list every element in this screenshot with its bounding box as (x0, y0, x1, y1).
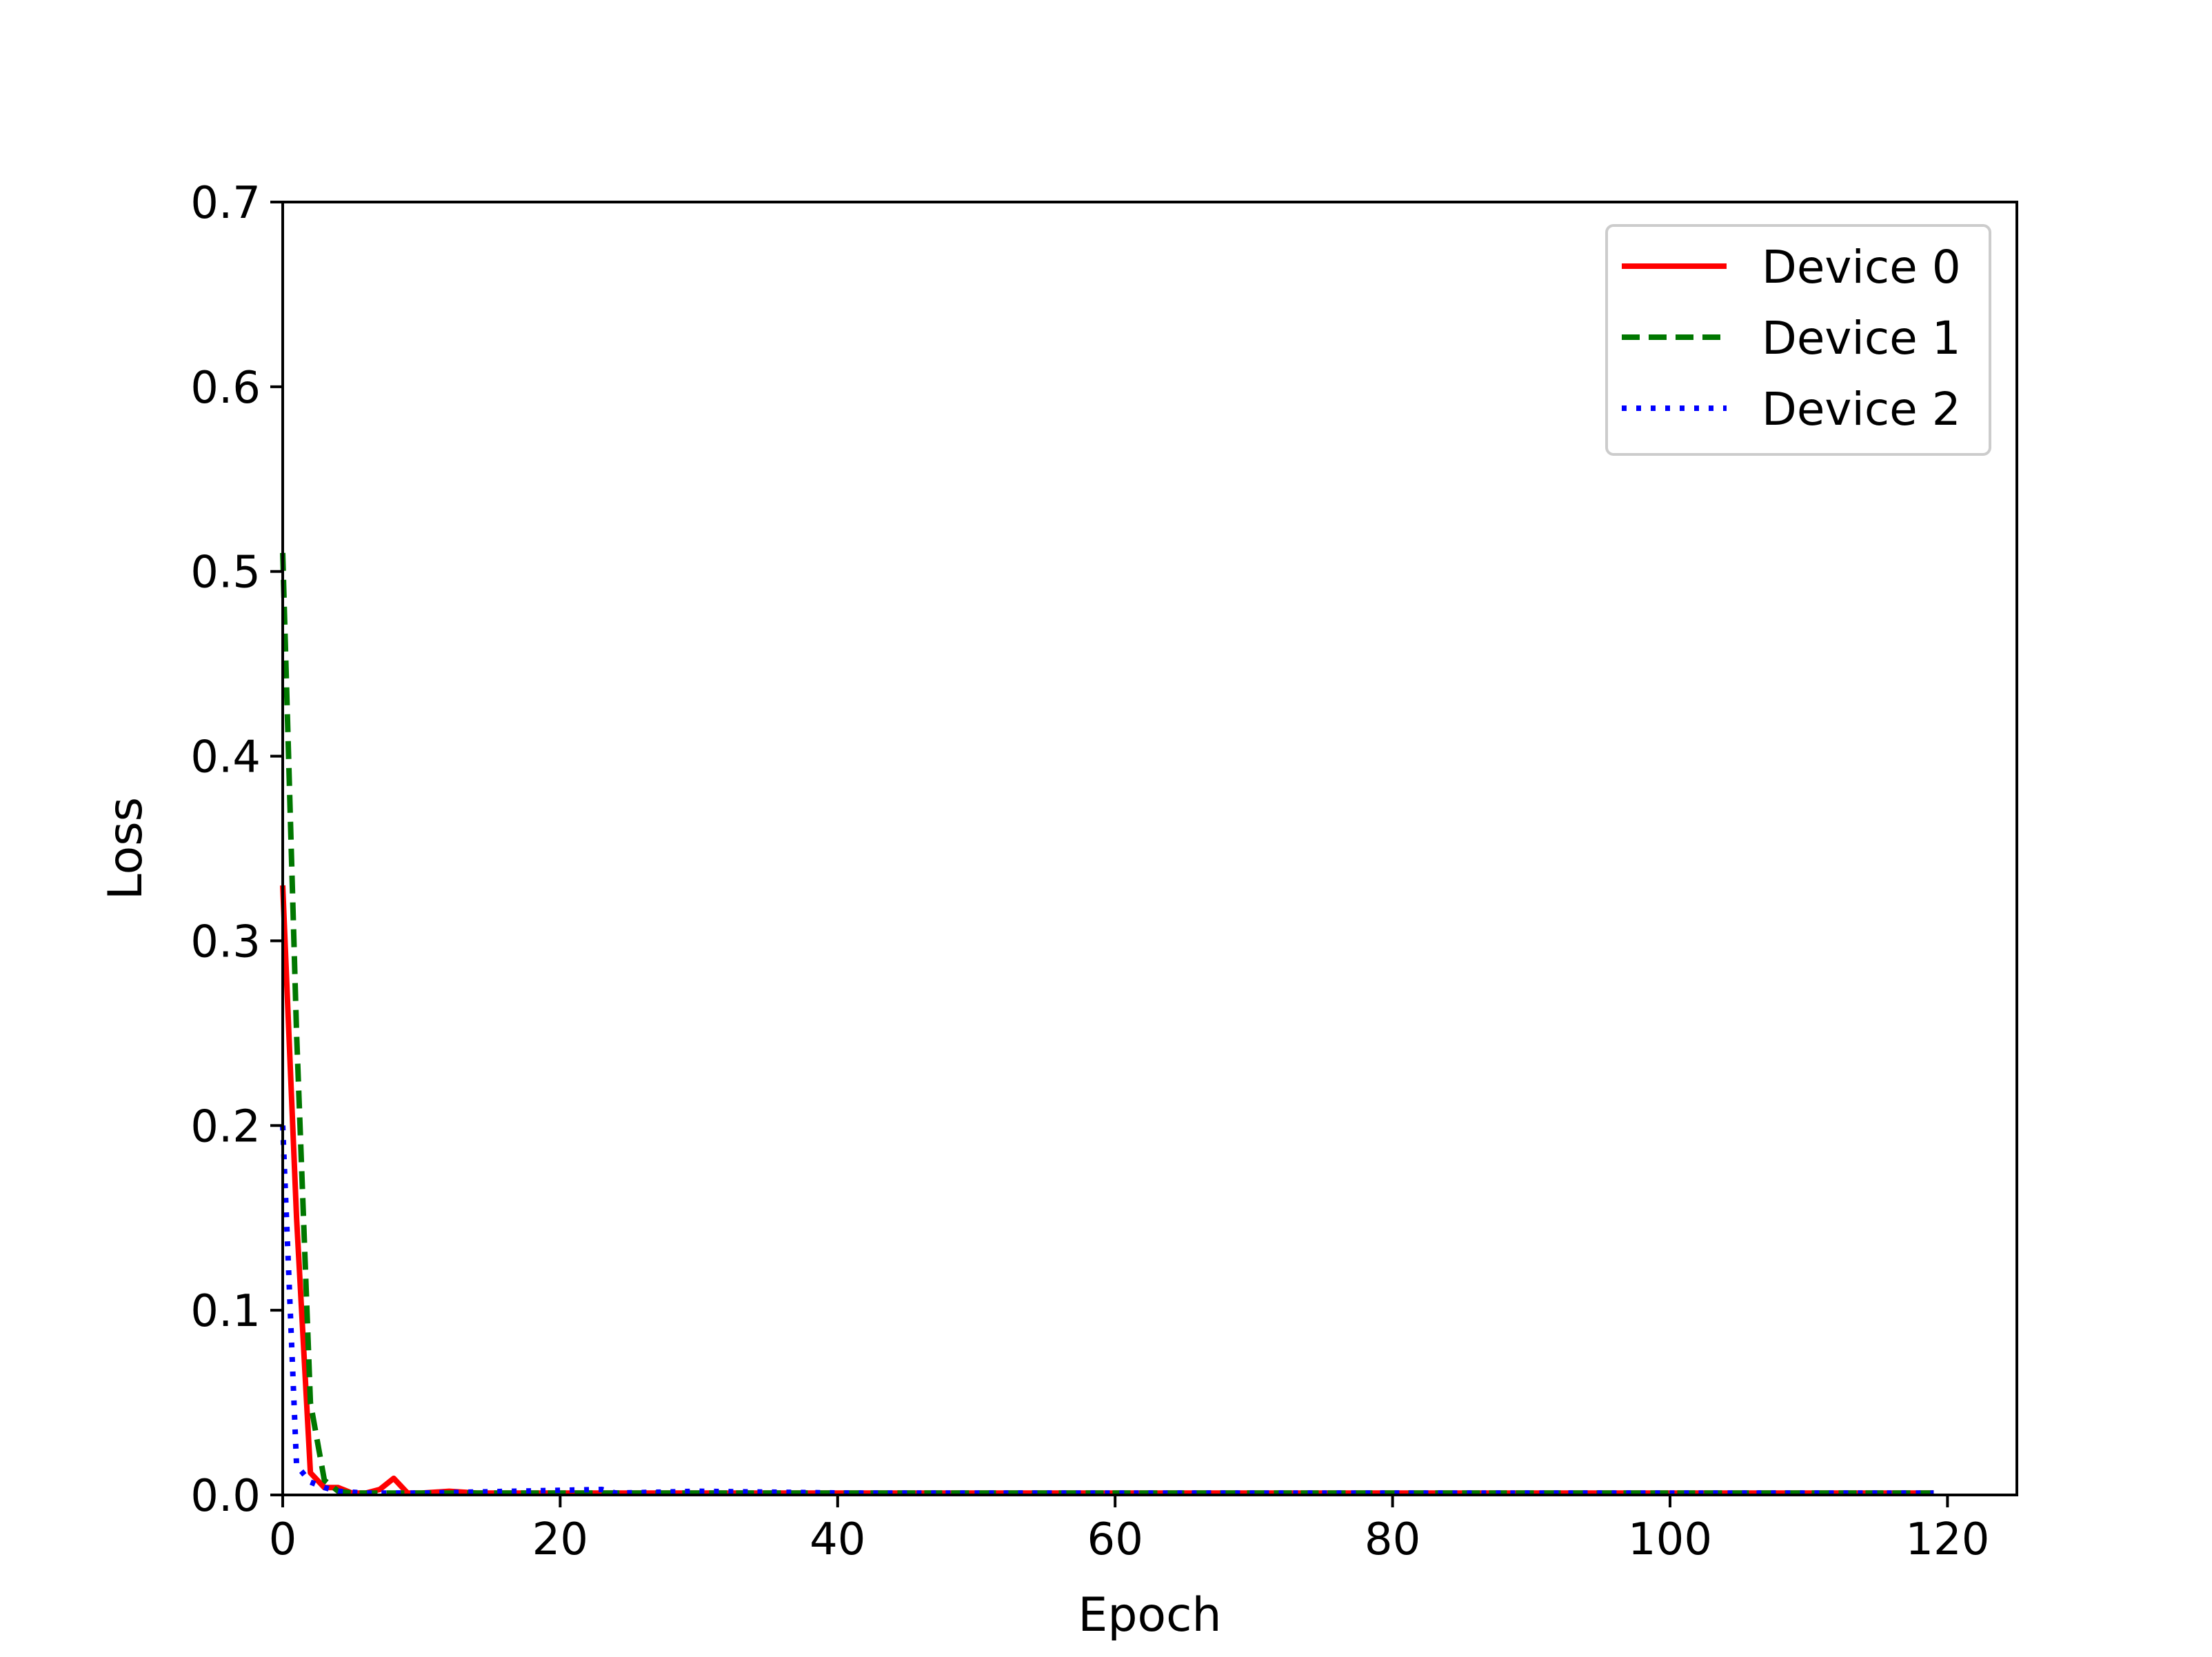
legend-label-device-1: Device 1 (1762, 312, 1961, 365)
x-axis-label: Epoch (1078, 1588, 1221, 1643)
legend-label-device-2: Device 2 (1762, 383, 1961, 436)
series-line-device-1 (280, 552, 1934, 1496)
legend-box (1605, 224, 1991, 456)
y-tick-label: 0.1 (190, 1286, 261, 1337)
legend-label-device-0: Device 0 (1762, 241, 1961, 294)
series-line-device-2 (280, 1125, 1934, 1496)
x-tick-label: 0 (269, 1514, 297, 1565)
x-tick-label: 60 (1087, 1514, 1143, 1565)
plot-frame (281, 201, 2018, 1496)
legend: Device 0 Device 1 Device 2 (1605, 224, 1991, 456)
y-tick-label: 0.6 (190, 363, 261, 414)
x-tick-label: 100 (1628, 1514, 1712, 1565)
y-tick-label: 0.5 (190, 548, 261, 599)
y-tick-label: 0.2 (190, 1101, 261, 1152)
x-axis-ticks: 0 20 40 60 80 100 120 (269, 1495, 1989, 1565)
y-tick-label: 0.0 (190, 1471, 261, 1522)
x-tick-label: 120 (1905, 1514, 1989, 1565)
y-tick-label: 0.3 (190, 916, 261, 967)
y-axis-ticks: 0.0 0.1 0.2 0.3 0.4 0.5 0.6 0.7 (190, 178, 283, 1522)
x-tick-label: 40 (810, 1514, 865, 1565)
y-tick-label: 0.4 (190, 732, 261, 783)
x-tick-label: 20 (532, 1514, 588, 1565)
y-tick-label: 0.7 (190, 178, 261, 229)
x-tick-label: 80 (1365, 1514, 1420, 1565)
series-layer (280, 552, 1934, 1496)
y-axis-label: Loss (99, 797, 153, 900)
